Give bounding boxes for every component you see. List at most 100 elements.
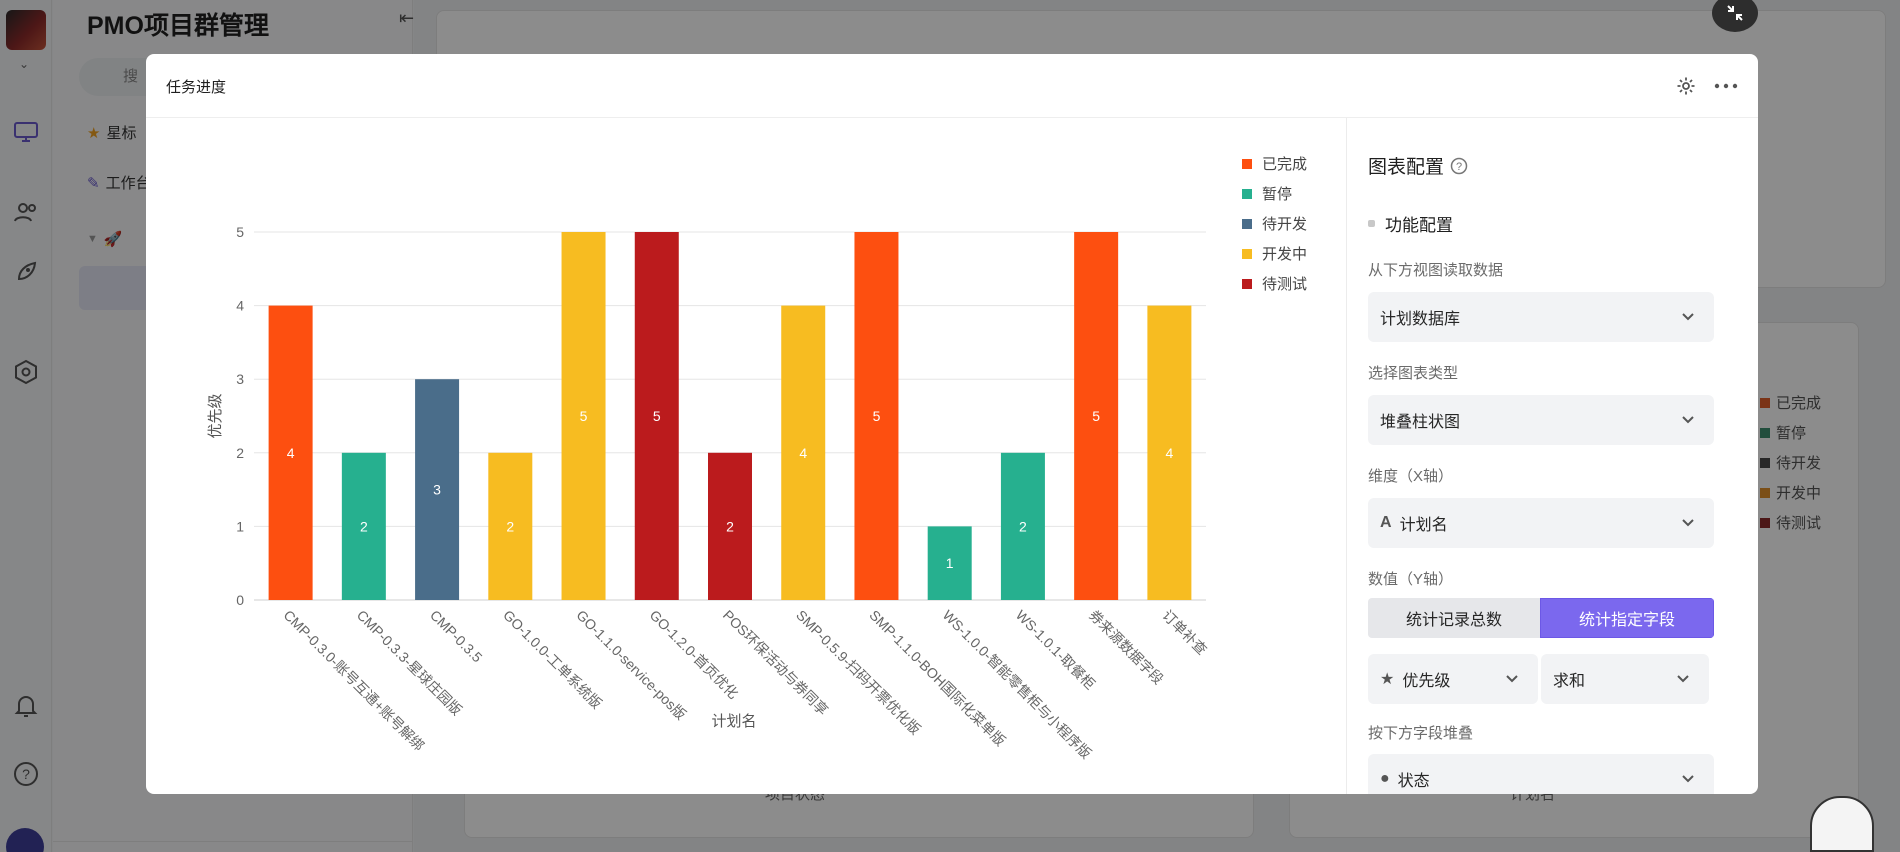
collapse-sidebar-icon[interactable]: ⇤	[399, 8, 415, 28]
bar	[708, 452, 752, 600]
sidebar-item-workbench[interactable]: ✎ 工作台	[87, 172, 151, 193]
legend-swatch	[1242, 279, 1252, 289]
chart-config-panel: 图表配置 ? 功能配置 从下方视图读取数据 计划数据库 选择图表类型 堆叠柱状图…	[1347, 118, 1758, 794]
legend-swatch	[1242, 219, 1252, 229]
help-icon[interactable]: ?	[1450, 157, 1468, 175]
bar	[927, 526, 972, 600]
section-title: 功能配置	[1368, 211, 1453, 236]
chevron-down-icon	[1506, 675, 1518, 683]
bg-legend-item: 暂停	[1760, 422, 1806, 443]
x-tick-label: 券来源数据字段	[1086, 607, 1167, 688]
sidebar-item-starred[interactable]: ★ 星标	[87, 122, 136, 143]
legend-label: 待测试	[1262, 276, 1307, 293]
data-source-value: 计划数据库	[1380, 311, 1461, 328]
x-axis-title: 计划名	[711, 713, 756, 730]
bg-legend-item: 待开发	[1760, 452, 1821, 473]
bar	[634, 232, 679, 600]
bar-value-label: 5	[580, 408, 588, 424]
chart-modal: 任务进度 0 1 2 3 4 5 4 CMP-0.3.0-账号互通+账号解绑 2 CMP-0.3.…	[146, 54, 1758, 794]
legend-label: 待开发	[1262, 216, 1307, 233]
aggregation-select[interactable]: 求和	[1541, 654, 1709, 704]
users-icon[interactable]	[12, 198, 40, 226]
caret-icon: ▼	[87, 233, 98, 245]
monitor-icon[interactable]	[12, 118, 40, 146]
chevron-down-icon[interactable]: ⌄	[19, 57, 30, 71]
value-label: 数值（Y轴）	[1368, 571, 1454, 588]
y-tick-label: 5	[236, 224, 244, 240]
sidebar-footer	[53, 841, 413, 852]
sum-field-button[interactable]: 统计指定字段	[1540, 598, 1714, 638]
bg-legend-item: 已完成	[1760, 392, 1821, 413]
chevron-down-icon	[1682, 775, 1694, 783]
bar-value-label: 2	[1019, 518, 1027, 534]
bar-value-label: 4	[1165, 445, 1173, 461]
x-tick-label: CMP-0.3.5	[427, 607, 486, 666]
legend-label: 暂停	[1262, 186, 1292, 203]
x-tick-label: CMP-0.3.0-账号互通+账号解绑	[280, 607, 427, 754]
user-avatar[interactable]	[6, 828, 44, 852]
value-mode-toggle: 统计记录总数 统计指定字段	[1368, 598, 1714, 638]
help-icon[interactable]: ?	[12, 760, 40, 788]
bell-icon[interactable]	[12, 692, 40, 720]
pen-icon: ✎	[87, 174, 100, 192]
app-rail: ⌄ ?	[0, 0, 52, 852]
chevron-down-icon	[1677, 675, 1689, 683]
chevron-down-icon	[1682, 519, 1694, 527]
aggregation-value: 求和	[1553, 673, 1586, 690]
assistant-mascot-icon[interactable]	[1810, 796, 1874, 852]
dimension-select[interactable]: A 计划名	[1368, 498, 1714, 548]
modal-header: 任务进度	[146, 54, 1758, 118]
data-source-select[interactable]: 计划数据库	[1368, 292, 1714, 342]
config-title-text: 图表配置	[1368, 157, 1445, 178]
sidebar-item-label: 工作台	[105, 175, 151, 192]
rocket-icon: 🚀	[103, 231, 123, 248]
bar-value-label: 4	[799, 445, 807, 461]
bar	[1074, 232, 1119, 600]
dimension-label: 维度（X轴）	[1368, 468, 1454, 485]
settings-button[interactable]	[1672, 72, 1700, 100]
chart-type-select[interactable]: 堆叠柱状图	[1368, 395, 1714, 445]
x-tick-label: 订单补查	[1159, 607, 1210, 658]
bar	[561, 232, 606, 600]
exit-fullscreen-button[interactable]	[1712, 0, 1758, 32]
bar-value-label: 2	[506, 518, 514, 534]
legend-label: 已完成	[1262, 156, 1307, 173]
svg-text:?: ?	[1456, 161, 1462, 173]
y-axis-title: 优先级	[207, 393, 224, 438]
bar-value-label: 1	[946, 555, 954, 571]
stack-field-value: 状态	[1397, 773, 1430, 790]
panel-divider	[1346, 118, 1347, 794]
legend-swatch	[1242, 189, 1252, 199]
stack-field-select[interactable]: ● 状态	[1368, 754, 1714, 794]
value-field-value: 优先级	[1402, 673, 1451, 690]
sidebar-item-label: 星标	[106, 125, 137, 142]
legend-swatch	[1242, 159, 1252, 169]
rocket-icon[interactable]	[12, 258, 40, 286]
x-tick-label: SMP-0.5.9-扫码开票优化版	[793, 607, 924, 738]
bar	[341, 452, 386, 600]
bar	[488, 452, 533, 600]
more-button[interactable]	[1712, 72, 1740, 100]
more-icon	[1714, 83, 1738, 89]
workspace-title: PMO项目群管理	[87, 12, 269, 40]
modal-title: 任务进度	[166, 79, 227, 96]
value-field-select[interactable]: ★ 优先级	[1368, 654, 1538, 704]
bar	[781, 305, 826, 600]
count-records-button[interactable]: 统计记录总数	[1368, 598, 1540, 638]
chevron-down-icon	[1682, 313, 1694, 321]
legend-label: 开发中	[1262, 246, 1307, 263]
legend-swatch	[1242, 249, 1252, 259]
dimension-value: 计划名	[1399, 517, 1448, 534]
svg-text:?: ?	[22, 766, 30, 782]
bar-value-label: 5	[1092, 408, 1100, 424]
chart-type-label: 选择图表类型	[1368, 365, 1459, 382]
bar-value-label: 5	[653, 408, 661, 424]
settings-hex-icon[interactable]	[12, 358, 40, 386]
y-tick-label: 1	[236, 518, 244, 534]
bar-value-label: 2	[360, 518, 368, 534]
sidebar-tree-node[interactable]: ▼ 🚀	[87, 230, 123, 248]
workspace-logo[interactable]	[6, 10, 46, 50]
y-tick-label: 0	[236, 592, 244, 608]
y-tick-label: 3	[236, 371, 244, 387]
bullet-icon	[1368, 220, 1375, 227]
